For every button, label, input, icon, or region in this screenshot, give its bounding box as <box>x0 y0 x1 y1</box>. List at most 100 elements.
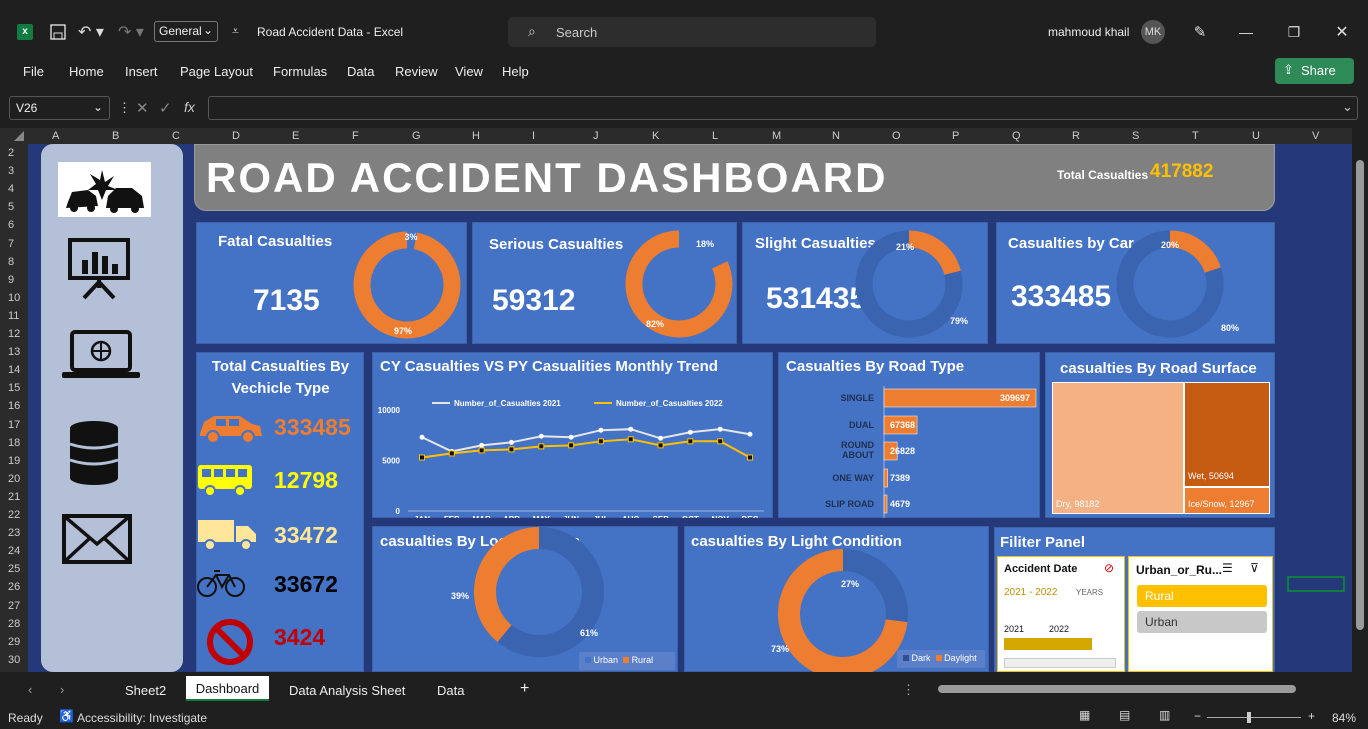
save-icon[interactable] <box>48 22 68 42</box>
column-header[interactable]: H <box>472 130 480 142</box>
slicer-item-rural[interactable]: Rural <box>1137 585 1267 607</box>
hscroll-thumb[interactable] <box>938 685 1296 693</box>
page-layout-icon[interactable]: ▤ <box>1119 708 1131 722</box>
minimize-icon[interactable]: — <box>1239 24 1253 40</box>
number-format-dropdown[interactable]: General ⌄ <box>154 21 218 42</box>
database-icon[interactable] <box>68 420 120 491</box>
tab-data-analysis-sheet[interactable]: Data Analysis Sheet <box>289 683 406 698</box>
menu-insert[interactable]: Insert <box>125 64 158 79</box>
column-header[interactable]: A <box>52 130 60 142</box>
column-header[interactable]: C <box>172 130 180 142</box>
pen-icon[interactable]: ✎ <box>1193 24 1207 41</box>
more-options-icon[interactable]: ⋮ <box>118 100 131 115</box>
row-header[interactable]: 6 <box>8 219 15 232</box>
clear-filter-icon[interactable]: ⊘ <box>1104 561 1115 575</box>
zoom-slider[interactable] <box>1207 712 1301 723</box>
column-header[interactable]: P <box>952 130 960 142</box>
menu-review[interactable]: Review <box>395 64 438 79</box>
row-header[interactable]: 29 <box>8 635 21 648</box>
share-button[interactable]: ⇪ Share <box>1275 58 1354 84</box>
column-header[interactable]: M <box>772 130 782 142</box>
row-header[interactable]: 20 <box>8 472 21 485</box>
menu-formulas[interactable]: Formulas <box>273 64 328 79</box>
accessibility-status[interactable]: Accessibility: Investigate <box>77 711 208 725</box>
column-header[interactable]: V <box>1312 130 1320 142</box>
timeline-scrollbar[interactable] <box>1004 658 1116 668</box>
row-header[interactable]: 10 <box>8 291 21 304</box>
restore-icon[interactable]: ❐ <box>1287 23 1301 40</box>
formula-input[interactable] <box>208 96 1358 120</box>
presentation-chart-icon[interactable] <box>66 236 132 305</box>
row-header[interactable]: 12 <box>8 328 21 340</box>
column-header[interactable]: B <box>112 130 120 142</box>
customize-qat-icon[interactable]: ⩡ <box>232 24 239 38</box>
row-header[interactable]: 15 <box>8 382 21 395</box>
scroll-tabs-right-icon[interactable]: › <box>60 682 65 697</box>
selected-cell[interactable] <box>1287 576 1345 592</box>
more-options-icon[interactable]: ⋮ <box>902 682 915 697</box>
multi-select-icon[interactable]: ☰ <box>1222 561 1233 575</box>
dashboard-sheet[interactable]: ROAD ACCIDENT DASHBOARD Total Casualties… <box>28 144 1352 672</box>
row-header[interactable]: 16 <box>8 400 21 413</box>
row-header[interactable]: 14 <box>8 364 21 377</box>
menu-file[interactable]: File <box>23 64 44 79</box>
name-box[interactable]: V26 ⌄ <box>9 96 110 120</box>
accessibility-icon[interactable]: ♿ <box>59 709 74 723</box>
column-header[interactable]: E <box>292 130 300 142</box>
zoom-in-icon[interactable]: + <box>1308 709 1316 723</box>
row-header[interactable]: 23 <box>8 527 21 540</box>
horizontal-scrollbar[interactable] <box>926 684 1346 694</box>
row-header[interactable]: 24 <box>8 545 21 558</box>
row-header[interactable]: 11 <box>8 309 20 322</box>
column-header[interactable]: T <box>1192 130 1199 142</box>
avatar[interactable]: MK <box>1141 20 1165 44</box>
row-header[interactable]: 13 <box>8 346 21 359</box>
cancel-icon[interactable]: ✕ <box>136 100 149 117</box>
column-header[interactable]: Q <box>1012 130 1021 142</box>
column-header[interactable]: R <box>1072 130 1080 142</box>
timeline-slicer[interactable]: Accident Date ⊘ 2021 - 2022 YEARS 2021 2… <box>997 556 1125 672</box>
menu-help[interactable]: Help <box>502 64 529 79</box>
column-header[interactable]: L <box>712 130 719 142</box>
row-header[interactable]: 7 <box>8 237 15 250</box>
row-header[interactable]: 25 <box>8 563 21 576</box>
zoom-out-icon[interactable]: − <box>1194 709 1202 723</box>
zoom-level[interactable]: 84% <box>1332 711 1357 725</box>
tab-data[interactable]: Data <box>437 683 465 698</box>
menu-view[interactable]: View <box>455 64 483 79</box>
page-break-icon[interactable]: ▥ <box>1159 708 1171 722</box>
row-header[interactable]: 17 <box>8 418 21 431</box>
mail-icon[interactable] <box>62 514 132 569</box>
vertical-scrollbar[interactable] <box>1352 128 1368 676</box>
urban-rural-slicer[interactable]: Urban_or_Ru... ☰ ⊽ Rural Urban <box>1128 556 1273 672</box>
normal-view-icon[interactable]: ▦ <box>1079 708 1091 722</box>
row-header[interactable]: 18 <box>8 436 21 449</box>
redo-icon[interactable]: ↷ ▾ <box>118 24 144 41</box>
row-header[interactable]: 21 <box>8 490 21 503</box>
slicer-item-urban[interactable]: Urban <box>1137 611 1267 633</box>
add-sheet-icon[interactable]: + <box>520 680 530 697</box>
row-header[interactable]: 9 <box>8 273 15 286</box>
row-header[interactable]: 26 <box>8 581 21 594</box>
column-header[interactable]: K <box>652 130 660 142</box>
column-header[interactable]: G <box>412 130 421 142</box>
row-header[interactable]: 5 <box>8 201 15 214</box>
timeline-unit[interactable]: YEARS <box>1076 588 1104 597</box>
laptop-globe-icon[interactable] <box>62 330 142 385</box>
row-header[interactable]: 28 <box>8 617 21 630</box>
select-all-corner[interactable] <box>14 131 24 141</box>
column-header[interactable]: I <box>532 130 536 142</box>
tab-dashboard[interactable]: Dashboard <box>186 676 269 701</box>
undo-icon[interactable]: ↶ ▾ <box>78 24 104 41</box>
menu-home[interactable]: Home <box>69 64 104 79</box>
timeline-bar[interactable] <box>1004 638 1092 650</box>
column-header[interactable]: J <box>593 130 599 142</box>
row-header[interactable]: 22 <box>8 509 21 521</box>
expand-formula-icon[interactable]: ⌄ <box>1342 99 1353 114</box>
row-header[interactable]: 30 <box>8 653 21 666</box>
row-header[interactable]: 2 <box>8 147 15 159</box>
column-header[interactable]: S <box>1132 130 1140 142</box>
menu-data[interactable]: Data <box>347 64 375 79</box>
function-icon[interactable]: fx <box>184 99 195 115</box>
search-box[interactable]: ⌕ Search <box>508 17 876 47</box>
